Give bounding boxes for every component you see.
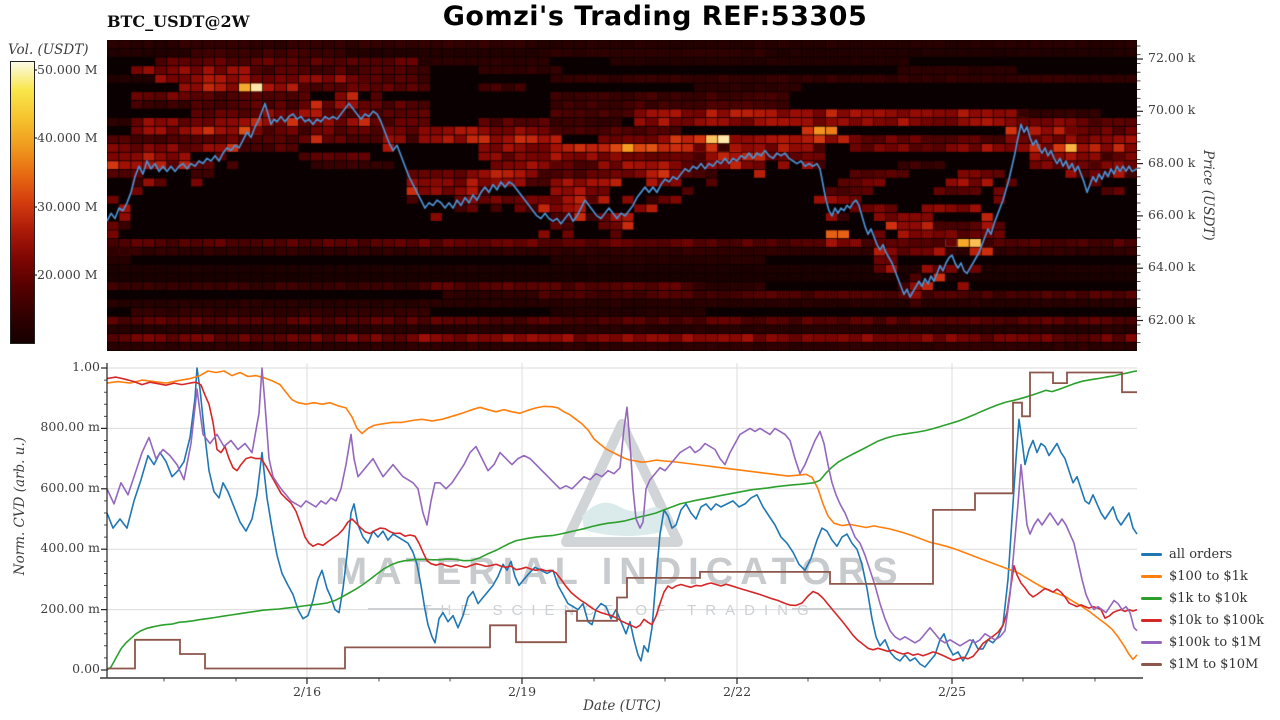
watermark-text: MATERIAL INDICATORS: [335, 551, 904, 593]
price-tick-label: 64.00 k: [1148, 259, 1196, 275]
legend: all orders $100 to $1k $1k to $10k $10k to …: [1141, 543, 1264, 675]
legend-swatch-icon: [1141, 574, 1162, 578]
legend-label: $10k to $100k: [1169, 612, 1264, 628]
cvd-axis-label: Norm. CVD (arb. u.): [12, 437, 28, 576]
legend-item: $1k to $10k: [1141, 587, 1264, 609]
legend-item: $100 to $1k: [1141, 565, 1264, 587]
legend-item: $10k to $100k: [1141, 609, 1264, 631]
material-indicators-logo: [561, 419, 683, 547]
legend-label: $1M to $10M: [1169, 656, 1259, 672]
legend-swatch-icon: [1141, 596, 1162, 600]
date-tick-label: 2/25: [937, 684, 967, 699]
watermark-subtext: THE SCIENCE OF TRADING: [422, 602, 817, 619]
legend-label: all orders: [1169, 546, 1233, 562]
colorbar-tick-label: 50.000 M: [37, 62, 98, 77]
legend-label: $100k to $1M: [1169, 634, 1262, 650]
series--100-to-1k: [106, 370, 1138, 661]
colorbar-tick-label: 30.000 M: [37, 199, 98, 214]
series--1k-to-10k: [106, 370, 1138, 671]
legend-swatch-icon: [1141, 618, 1162, 622]
series--1M-to-10M: [107, 371, 1137, 670]
price-tick-label: 70.00 k: [1148, 102, 1196, 118]
colorbar-tick-label: 20.000 M: [37, 267, 98, 282]
date-tick-label: 2/22: [722, 684, 752, 699]
legend-label: $1k to $10k: [1169, 590, 1248, 606]
cvd-tick-label: 400.00 m: [40, 540, 100, 556]
series-all-orders: [106, 367, 1138, 668]
logo-liquid: [582, 502, 666, 537]
price-tick-label: 68.00 k: [1148, 154, 1196, 170]
date-axis-label: Date (UTC): [583, 698, 661, 714]
cvd-tick-label: 800.00 m: [40, 419, 100, 435]
cvd-tick-label: 600.00 m: [40, 479, 100, 495]
date-tick-label: 2/16: [292, 684, 322, 699]
price-tick-label: 72.00 k: [1148, 50, 1196, 65]
date-tick-label: 2/19: [507, 684, 537, 699]
cvd-tick-label: 200.00 m: [40, 600, 100, 616]
price-tick-label: 66.00 k: [1148, 206, 1196, 222]
heatmap-canvas: [107, 40, 1137, 351]
legend-swatch-icon: [1141, 662, 1162, 666]
price-axis-label: Price (USDT): [1200, 150, 1216, 241]
legend-item: $100k to $1M: [1141, 631, 1264, 653]
colorbar-tick-label: 40.000 M: [37, 130, 98, 145]
legend-label: $100 to $1k: [1169, 568, 1248, 584]
series--10k-to-100k: [106, 376, 1138, 662]
price-tick-label: 62.00 k: [1148, 311, 1196, 327]
colorbar-title: Vol. (USDT): [8, 42, 89, 58]
heatmap-title: BTC_USDT@2W: [107, 12, 250, 31]
legend-item: $1M to $10M: [1141, 653, 1264, 675]
cvd-tick-label: 1.00: [72, 359, 100, 374]
legend-swatch-icon: [1141, 552, 1162, 556]
cvd-tick-label: 0.00: [72, 661, 100, 676]
watermark: MATERIAL INDICATORS THE SCIENCE OF TRADI…: [335, 419, 904, 619]
colorbar-gradient: [10, 61, 35, 344]
legend-swatch-icon: [1141, 640, 1162, 644]
legend-item: all orders: [1141, 543, 1264, 565]
page-title: Gomzi's Trading REF:53305: [442, 1, 868, 32]
series--100k-to-1M: [106, 367, 1138, 647]
